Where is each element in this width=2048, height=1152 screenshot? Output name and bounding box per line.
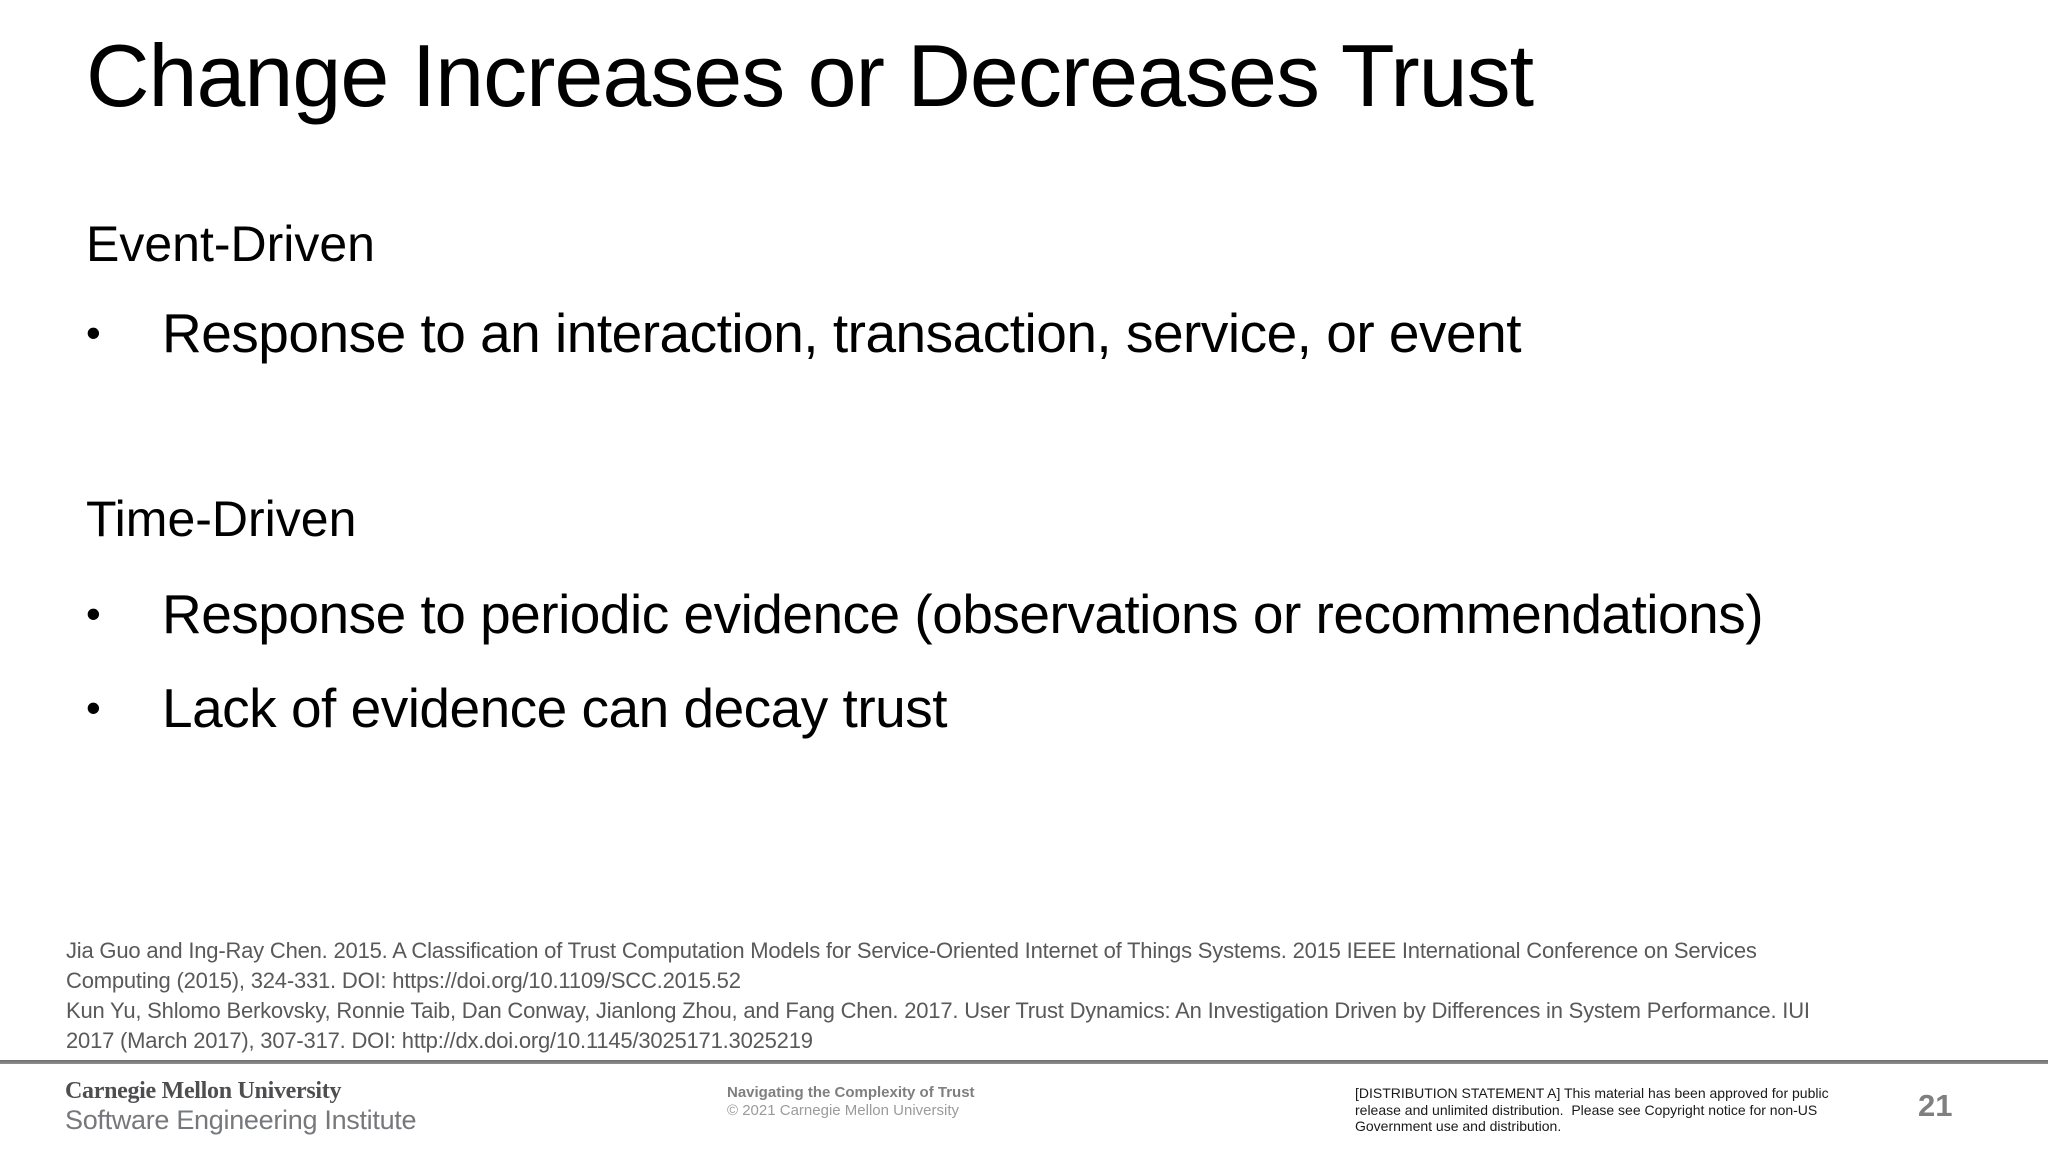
section-heading-event-driven: Event-Driven	[86, 216, 375, 272]
reference-citation-line: Kun Yu, Shlomo Berkovsky, Ronnie Taib, D…	[66, 998, 1810, 1023]
org-logo: Carnegie Mellon University Software Engi…	[65, 1077, 417, 1135]
org-unit-wordmark: Software Engineering Institute	[65, 1105, 417, 1135]
bullet-icon: •	[86, 684, 101, 731]
distribution-statement-line: [DISTRIBUTION STATEMENT A] This material…	[1355, 1085, 1829, 1101]
slide-title: Change Increases or Decreases Trust	[86, 26, 1534, 125]
bullet-item: • Response to an interaction, transactio…	[86, 300, 1521, 366]
bullet-text: Lack of evidence can decay trust	[162, 677, 948, 739]
bullet-icon: •	[86, 590, 101, 637]
footer-divider	[0, 1060, 2048, 1064]
reference-list: Jia Guo and Ing-Ray Chen. 2015. A Classi…	[66, 936, 1810, 1056]
footer-deck-info: Navigating the Complexity of Trust © 202…	[727, 1084, 975, 1120]
reference-citation-line: 2017 (March 2017), 307-317. DOI: http://…	[66, 1028, 813, 1053]
reference-citation-line: Computing (2015), 324-331. DOI: https://…	[66, 968, 741, 993]
reference-citation-line: Jia Guo and Ing-Ray Chen. 2015. A Classi…	[66, 938, 1757, 963]
bullet-item: • Response to periodic evidence (observa…	[86, 581, 1764, 647]
copyright-notice: © 2021 Carnegie Mellon University	[727, 1102, 959, 1119]
bullet-icon: •	[86, 309, 101, 356]
distribution-statement: [DISTRIBUTION STATEMENT A] This material…	[1355, 1085, 1829, 1135]
deck-title: Navigating the Complexity of Trust	[727, 1084, 975, 1101]
distribution-statement-line: Government use and distribution.	[1355, 1118, 1562, 1134]
org-name-wordmark: Carnegie Mellon University	[65, 1078, 342, 1104]
bullet-item: • Lack of evidence can decay trust	[86, 675, 948, 741]
bullet-text: Response to an interaction, transaction,…	[162, 302, 1521, 364]
section-heading-time-driven: Time-Driven	[86, 491, 357, 547]
page-number: 21	[1918, 1088, 1953, 1123]
bullet-text: Response to periodic evidence (observati…	[162, 583, 1764, 645]
distribution-statement-line: release and unlimited distribution. Plea…	[1355, 1101, 1818, 1118]
